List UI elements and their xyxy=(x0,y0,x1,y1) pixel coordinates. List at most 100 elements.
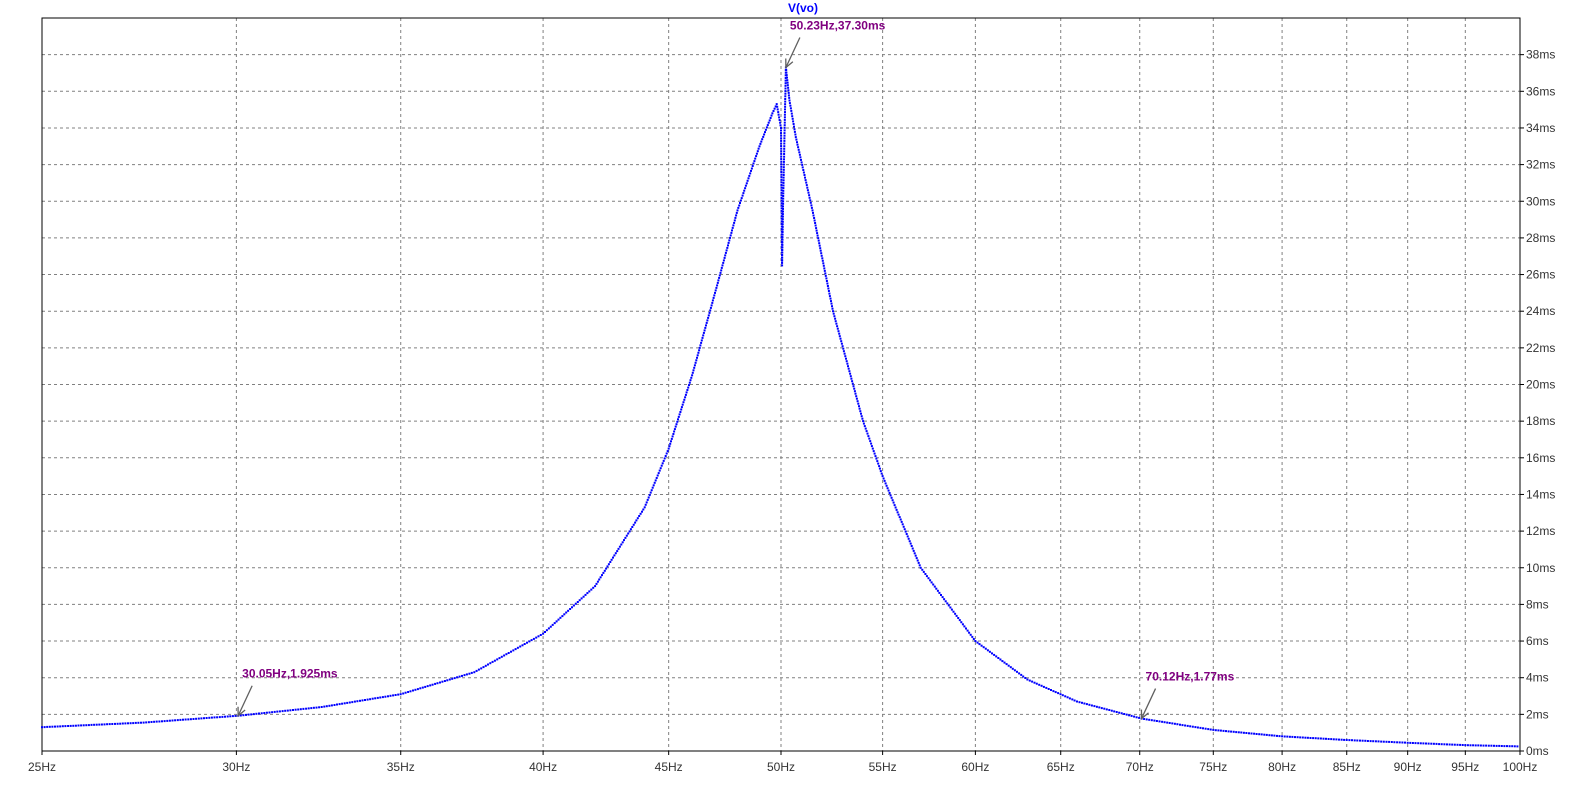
trace-point xyxy=(424,685,427,688)
trace-point xyxy=(268,711,271,714)
trace-point xyxy=(557,618,560,621)
trace-point xyxy=(351,701,354,704)
trace-point xyxy=(828,292,831,295)
trace-point xyxy=(780,181,783,184)
trace-point xyxy=(666,450,669,453)
trace-point xyxy=(46,725,49,728)
trace-point xyxy=(902,525,905,528)
trace-point xyxy=(1212,728,1215,731)
trace-point xyxy=(872,450,875,453)
trace-point xyxy=(750,169,752,172)
trace-point xyxy=(651,486,654,489)
trace-point xyxy=(810,206,813,209)
trace-point xyxy=(853,390,856,393)
trace-point xyxy=(192,718,195,720)
trace-point xyxy=(791,115,794,118)
trace-point xyxy=(163,720,166,723)
trace-point xyxy=(1335,738,1338,741)
trace-point xyxy=(915,557,918,560)
trace-point xyxy=(782,195,785,197)
trace-point xyxy=(840,340,843,343)
trace-point xyxy=(812,214,815,217)
trace-point xyxy=(1325,737,1327,740)
trace-point xyxy=(1120,712,1123,715)
trace-point xyxy=(1179,723,1181,726)
trace-point xyxy=(692,369,695,372)
trace-point xyxy=(673,430,676,433)
trace-point xyxy=(1166,721,1169,724)
trace-point xyxy=(584,593,587,596)
trace-point xyxy=(281,710,284,713)
trace-point xyxy=(1001,660,1004,663)
trace-point xyxy=(858,405,860,408)
trace-point xyxy=(535,636,538,639)
trace-point xyxy=(685,391,688,394)
trace-point xyxy=(273,710,276,713)
trace-point xyxy=(909,542,912,545)
trace-point xyxy=(881,475,884,478)
trace-point xyxy=(208,716,211,719)
trace-point xyxy=(338,703,341,706)
trace-point xyxy=(1361,739,1364,742)
trace-point xyxy=(1406,741,1409,744)
trace-point xyxy=(727,244,729,247)
trace-point xyxy=(862,420,865,423)
trace-point xyxy=(780,165,783,168)
annotation-arrow xyxy=(237,685,253,716)
trace-point xyxy=(576,601,579,603)
trace-point xyxy=(623,539,625,542)
trace-point xyxy=(783,124,786,127)
trace-point xyxy=(145,721,148,724)
trace-point xyxy=(544,631,546,633)
trace-point xyxy=(1225,730,1227,733)
trace-point xyxy=(767,121,770,124)
trace-point xyxy=(612,556,614,559)
trace-point xyxy=(768,119,771,122)
trace-point xyxy=(696,356,698,359)
trace-point xyxy=(780,129,782,132)
trace-point xyxy=(1516,745,1519,748)
trace-point xyxy=(1253,732,1256,735)
trace-point xyxy=(871,447,874,450)
trace-point xyxy=(590,588,593,591)
trace-point xyxy=(1443,743,1446,746)
trace-point xyxy=(988,650,991,653)
trace-point xyxy=(679,411,682,413)
trace-point xyxy=(1031,680,1034,683)
trace-point xyxy=(781,238,784,241)
trace-point xyxy=(916,559,919,562)
trace-point xyxy=(596,580,599,583)
trace-point xyxy=(260,712,263,715)
trace-point xyxy=(166,719,169,722)
trace-point xyxy=(1309,737,1312,739)
trace-point xyxy=(781,220,784,223)
trace-point xyxy=(927,577,930,580)
trace-point xyxy=(839,337,842,340)
trace-point xyxy=(642,508,645,511)
trace-point xyxy=(804,176,806,179)
trace-point xyxy=(286,709,289,712)
trace-point xyxy=(516,646,519,649)
trace-point xyxy=(787,91,790,94)
trace-point xyxy=(325,705,328,708)
trace-point xyxy=(821,259,824,262)
x-tick-label: 75Hz xyxy=(1199,760,1227,774)
trace-point xyxy=(1186,724,1189,727)
trace-point xyxy=(785,69,788,71)
trace-point xyxy=(607,563,610,566)
trace-point xyxy=(353,700,356,703)
trace-point xyxy=(426,685,429,688)
trace-point xyxy=(250,713,253,716)
trace-point xyxy=(783,132,786,135)
trace-point xyxy=(963,625,966,628)
trace-point xyxy=(1133,715,1136,718)
trace-point xyxy=(310,707,313,710)
trace-point xyxy=(940,594,942,596)
trace-point xyxy=(1050,689,1052,691)
y-tick-label: 30ms xyxy=(1526,194,1555,208)
trace-point xyxy=(1038,683,1041,686)
trace-point xyxy=(563,613,566,616)
trace-point xyxy=(777,111,780,114)
trace-point xyxy=(537,635,540,638)
trace-point xyxy=(551,623,554,626)
